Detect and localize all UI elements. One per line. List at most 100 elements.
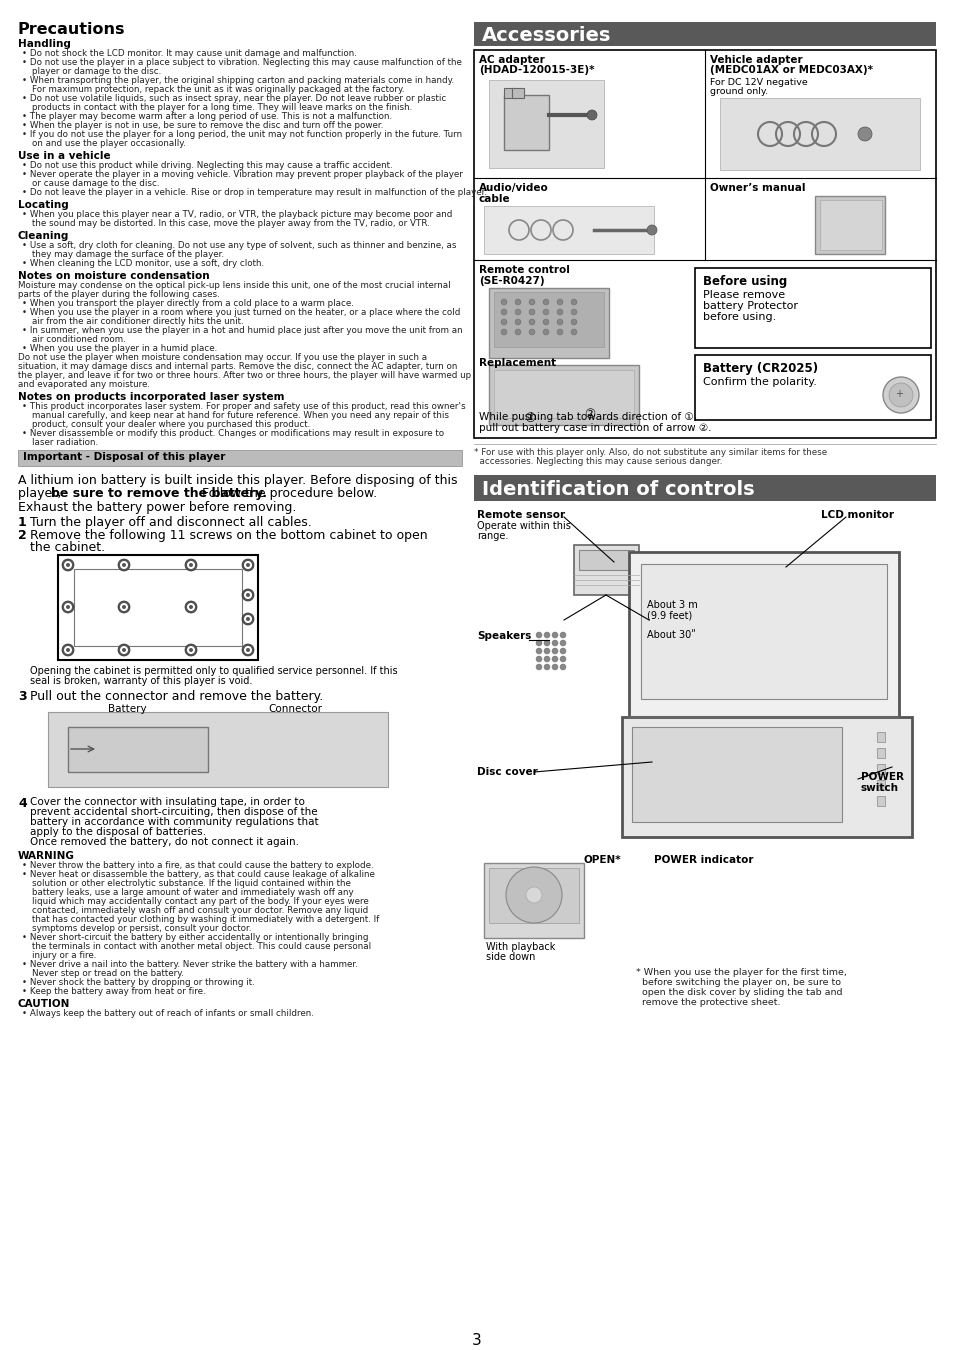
- Circle shape: [557, 298, 562, 305]
- Circle shape: [559, 632, 565, 639]
- Bar: [876, 780, 884, 790]
- Circle shape: [242, 644, 253, 656]
- Text: LCD monitor: LCD monitor: [821, 510, 893, 520]
- Text: Turn the player off and disconnect all cables.: Turn the player off and disconnect all c…: [30, 516, 312, 529]
- Text: About 30ʺ: About 30ʺ: [646, 630, 695, 640]
- Bar: [474, 475, 935, 501]
- Circle shape: [557, 329, 562, 335]
- Text: battery Protector: battery Protector: [702, 301, 797, 310]
- Text: Disc cover: Disc cover: [476, 767, 537, 778]
- Circle shape: [242, 589, 253, 601]
- Text: accessories. Neglecting this may cause serious danger.: accessories. Neglecting this may cause s…: [474, 458, 721, 466]
- Circle shape: [552, 648, 558, 653]
- Circle shape: [525, 887, 541, 903]
- Text: (SE-R0427): (SE-R0427): [478, 275, 544, 286]
- Circle shape: [536, 664, 541, 670]
- Bar: [494, 370, 634, 418]
- Circle shape: [557, 309, 562, 315]
- Text: • When you place this player near a TV, radio, or VTR, the playback picture may : • When you place this player near a TV, …: [22, 211, 452, 219]
- Text: • If you do not use the player for a long period, the unit may not function prop: • If you do not use the player for a lon…: [22, 130, 461, 139]
- Bar: [494, 292, 603, 347]
- Text: Notes on products incorporated laser system: Notes on products incorporated laser sys…: [18, 392, 284, 402]
- Circle shape: [189, 648, 193, 652]
- Bar: [814, 196, 884, 254]
- Text: Locating: Locating: [18, 200, 69, 211]
- Circle shape: [552, 656, 558, 662]
- Text: About 3 m: About 3 m: [646, 599, 697, 610]
- Text: Pull out the connector and remove the battery.: Pull out the connector and remove the ba…: [30, 690, 323, 703]
- Circle shape: [244, 562, 252, 568]
- Circle shape: [246, 593, 250, 597]
- Circle shape: [120, 647, 128, 653]
- Circle shape: [542, 329, 548, 335]
- Text: ground only.: ground only.: [709, 86, 767, 96]
- Circle shape: [571, 319, 577, 325]
- Bar: [640, 564, 886, 699]
- Circle shape: [515, 329, 520, 335]
- Bar: [628, 552, 898, 717]
- Text: (HDAD-120015-3E)*: (HDAD-120015-3E)*: [478, 65, 594, 76]
- Text: • Do not leave the player in a vehicle. Rise or drop in temperature may result i: • Do not leave the player in a vehicle. …: [22, 188, 487, 197]
- Bar: [474, 50, 935, 437]
- Text: Remote sensor: Remote sensor: [476, 510, 564, 520]
- Text: Exhaust the battery power before removing.: Exhaust the battery power before removin…: [18, 501, 296, 514]
- Text: on and use the player occasionally.: on and use the player occasionally.: [32, 139, 186, 148]
- Text: Vehicle adapter: Vehicle adapter: [709, 55, 801, 65]
- Text: the sound may be distorted. In this case, move the player away from the TV, radi: the sound may be distorted. In this case…: [32, 219, 430, 228]
- Text: • Keep the battery away from heat or fire.: • Keep the battery away from heat or fir…: [22, 987, 206, 996]
- Text: the cabinet.: the cabinet.: [30, 541, 105, 554]
- Text: Connector: Connector: [268, 703, 322, 714]
- Text: * When you use the player for the first time,: * When you use the player for the first …: [636, 968, 846, 977]
- Text: Moisture may condense on the optical pick-up lens inside this unit, one of the m: Moisture may condense on the optical pic…: [18, 281, 450, 290]
- Circle shape: [543, 632, 550, 639]
- Text: range.: range.: [476, 531, 508, 541]
- Text: laser radiation.: laser radiation.: [32, 437, 98, 447]
- Circle shape: [246, 648, 250, 652]
- Circle shape: [500, 298, 506, 305]
- Text: OPEN*: OPEN*: [583, 855, 621, 865]
- Circle shape: [246, 563, 250, 567]
- Bar: [574, 545, 639, 595]
- Text: Confirm the polarity.: Confirm the polarity.: [702, 377, 816, 387]
- Text: Battery (CR2025): Battery (CR2025): [702, 362, 818, 375]
- Text: Remove the following 11 screws on the bottom cabinet to open: Remove the following 11 screws on the bo…: [30, 529, 427, 541]
- Text: Notes on moisture condensation: Notes on moisture condensation: [18, 271, 210, 281]
- Circle shape: [857, 127, 871, 140]
- Text: switch: switch: [861, 783, 898, 792]
- Circle shape: [120, 562, 128, 568]
- Text: ②: ②: [583, 408, 595, 421]
- Circle shape: [515, 309, 520, 315]
- Circle shape: [66, 605, 70, 609]
- Text: • Never heat or disassemble the battery, as that could cause leakage of alkaline: • Never heat or disassemble the battery,…: [22, 869, 375, 879]
- Circle shape: [882, 377, 918, 413]
- Text: Opening the cabinet is permitted only to qualified service personnel. If this: Opening the cabinet is permitted only to…: [30, 666, 397, 676]
- Circle shape: [559, 656, 565, 662]
- Text: • When you use the player in a humid place.: • When you use the player in a humid pla…: [22, 344, 217, 352]
- Circle shape: [189, 605, 193, 609]
- Text: Precautions: Precautions: [18, 22, 126, 36]
- Text: Important - Disposal of this player: Important - Disposal of this player: [23, 452, 225, 462]
- Bar: [695, 355, 930, 420]
- Text: • When the player is not in use, be sure to remove the disc and turn off the pow: • When the player is not in use, be sure…: [22, 122, 383, 130]
- Circle shape: [64, 562, 71, 568]
- Circle shape: [189, 563, 193, 567]
- Circle shape: [552, 632, 558, 639]
- Circle shape: [586, 109, 597, 120]
- Text: • Never drive a nail into the battery. Never strike the battery with a hammer.: • Never drive a nail into the battery. N…: [22, 960, 357, 969]
- Circle shape: [62, 559, 74, 571]
- Circle shape: [505, 867, 561, 923]
- Text: symptoms develop or persist, consult your doctor.: symptoms develop or persist, consult you…: [32, 923, 252, 933]
- Text: With playback: With playback: [485, 942, 555, 952]
- Circle shape: [552, 640, 558, 647]
- Text: liquid which may accidentally contact any part of the body. If your eyes were: liquid which may accidentally contact an…: [32, 896, 369, 906]
- Circle shape: [187, 647, 194, 653]
- Circle shape: [536, 640, 541, 647]
- Bar: [720, 99, 919, 170]
- Circle shape: [543, 664, 550, 670]
- Text: • Never short-circuit the battery by either accidentally or intentionally bringi: • Never short-circuit the battery by eit…: [22, 933, 368, 942]
- Text: Once removed the battery, do not connect it again.: Once removed the battery, do not connect…: [30, 837, 298, 846]
- Text: the player, and leave it for two or three hours. After two or three hours, the p: the player, and leave it for two or thre…: [18, 371, 471, 379]
- Circle shape: [122, 648, 126, 652]
- Text: • Never throw the battery into a fire, as that could cause the battery to explod: • Never throw the battery into a fire, a…: [22, 861, 374, 869]
- Text: * For use with this player only. Also, do not substitute any similar items for t: * For use with this player only. Also, d…: [474, 448, 826, 458]
